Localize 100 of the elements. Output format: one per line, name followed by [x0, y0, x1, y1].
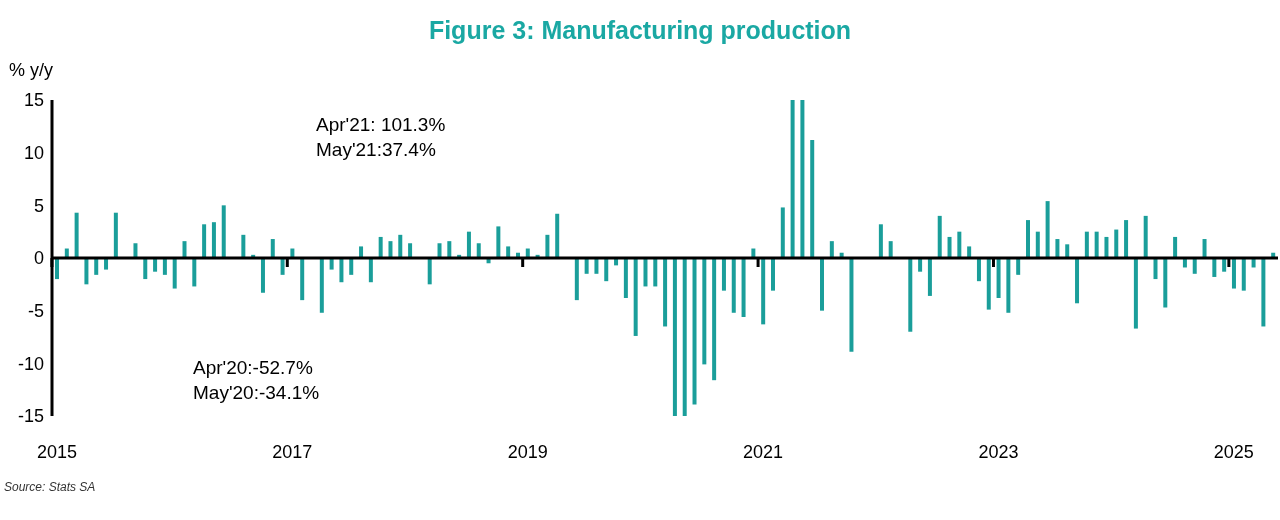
bar	[1143, 215, 1148, 258]
bar	[466, 231, 471, 258]
bar	[653, 258, 658, 287]
bar	[94, 258, 99, 275]
bar	[506, 246, 511, 258]
bar	[574, 258, 579, 301]
bar	[800, 100, 805, 258]
bar	[849, 258, 854, 352]
bar	[790, 100, 795, 258]
bar	[113, 212, 118, 258]
y-tick-label: 5	[33, 195, 44, 216]
bar	[1124, 220, 1129, 258]
bar	[1055, 239, 1060, 258]
y-tick-label: 10	[23, 143, 44, 164]
bar	[682, 258, 687, 416]
bar	[398, 234, 403, 258]
bar	[368, 258, 373, 283]
bar	[957, 231, 962, 258]
bar	[996, 258, 1001, 299]
bar	[1163, 258, 1168, 308]
bar	[1084, 231, 1089, 258]
bar	[1075, 258, 1080, 304]
bar	[1006, 258, 1011, 313]
bar	[780, 207, 785, 258]
bar	[1133, 258, 1138, 329]
bar	[378, 236, 383, 258]
bar	[1153, 258, 1158, 280]
bar	[663, 258, 668, 327]
annotation: Apr'21: 101.3%	[316, 114, 446, 136]
bar	[947, 236, 952, 258]
bar	[1241, 258, 1246, 291]
bar	[74, 212, 79, 258]
bar	[927, 258, 932, 296]
bar	[202, 224, 207, 258]
bar	[1114, 229, 1119, 258]
bar	[672, 258, 677, 416]
x-tick-label: 2023	[978, 442, 1019, 462]
bar	[143, 258, 148, 280]
bar	[349, 258, 354, 275]
annotation: May'21:37.4%	[316, 139, 436, 161]
bar	[937, 215, 942, 258]
x-tick-label: 2017	[272, 442, 313, 462]
bar	[496, 226, 501, 258]
bar	[1065, 244, 1070, 258]
bar	[1094, 231, 1099, 258]
x-tick-label: 2025	[1213, 442, 1254, 462]
bar	[388, 241, 393, 258]
bar	[172, 258, 177, 289]
annotation: Apr'20:-52.7%	[193, 357, 313, 379]
bar	[270, 239, 275, 258]
bar	[408, 243, 413, 258]
bar	[260, 258, 265, 293]
bar	[810, 140, 815, 258]
bar	[339, 258, 344, 283]
bar	[1035, 231, 1040, 258]
bar	[702, 258, 707, 365]
bar	[741, 258, 746, 317]
bar	[55, 258, 59, 280]
bar	[182, 241, 187, 258]
bar	[427, 258, 432, 285]
bar	[731, 258, 736, 313]
bar	[1173, 236, 1178, 258]
bar	[761, 258, 766, 325]
bar	[623, 258, 628, 299]
y-tick-label: 0	[33, 248, 44, 269]
bar	[770, 258, 775, 291]
bar	[633, 258, 638, 336]
bar	[192, 258, 197, 287]
bar	[359, 246, 364, 258]
x-tick-label: 2021	[743, 442, 784, 462]
bar	[1045, 201, 1050, 258]
bar	[976, 258, 981, 282]
bar	[1016, 258, 1021, 275]
bar	[1104, 236, 1109, 258]
y-tick-label: -10	[17, 353, 44, 374]
bar	[319, 258, 324, 313]
bar	[300, 258, 305, 301]
bar	[712, 258, 717, 381]
bar	[1025, 220, 1030, 258]
bar	[829, 241, 834, 258]
bar	[643, 258, 648, 287]
bar	[604, 258, 609, 282]
bar	[1202, 239, 1207, 258]
y-tick-label: 15	[23, 90, 44, 111]
y-tick-label: -15	[17, 406, 44, 427]
bar	[967, 246, 972, 258]
bar	[84, 258, 89, 285]
bar	[280, 258, 285, 275]
x-tick-label: 2019	[507, 442, 548, 462]
bar	[878, 224, 883, 258]
bar	[555, 213, 560, 258]
bar	[545, 234, 550, 258]
bar	[888, 241, 893, 258]
y-tick-label: -5	[27, 301, 44, 322]
bar	[908, 258, 913, 332]
x-tick-label: 2015	[36, 442, 77, 462]
bar	[447, 241, 452, 258]
bar	[211, 222, 216, 258]
bar	[162, 258, 167, 275]
chart-title: Figure 3: Manufacturing production	[427, 16, 853, 45]
